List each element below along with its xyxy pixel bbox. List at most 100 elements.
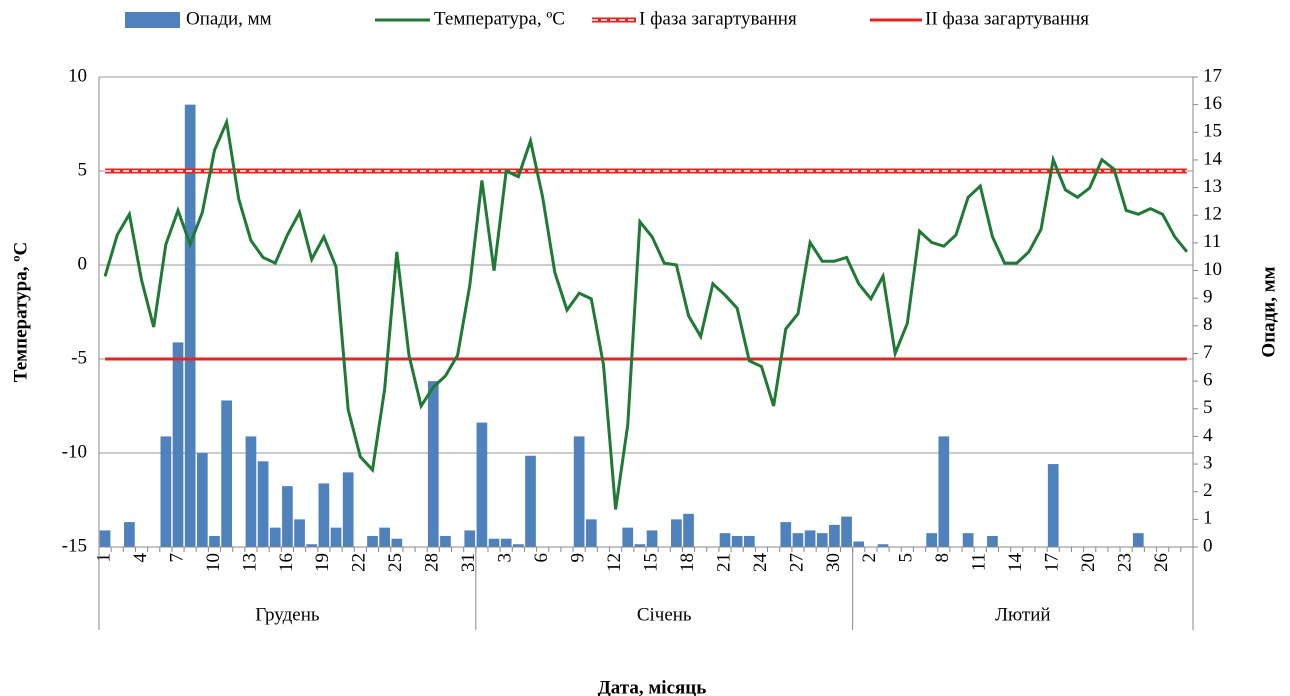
y2-tick-label: 12 bbox=[1203, 204, 1222, 225]
legend-label: Опади, мм bbox=[186, 8, 272, 29]
bar bbox=[634, 544, 646, 547]
x-tick-label: 2 bbox=[859, 553, 880, 563]
bar bbox=[683, 513, 694, 547]
bar bbox=[513, 544, 524, 547]
y-tick-label: 5 bbox=[78, 159, 88, 180]
x-tick-label: 16 bbox=[276, 553, 297, 572]
y2-axis-title: Опади, мм bbox=[1258, 266, 1279, 357]
bar bbox=[391, 538, 403, 547]
bar bbox=[987, 535, 998, 547]
x-tick-label: 9 bbox=[568, 553, 589, 563]
y-tick-label: 10 bbox=[68, 65, 87, 86]
x-tick-label: 13 bbox=[239, 553, 260, 572]
legend-swatch bbox=[125, 12, 180, 28]
bar bbox=[124, 522, 135, 547]
bar bbox=[330, 527, 342, 547]
bar bbox=[743, 535, 755, 547]
y-tick-label: -10 bbox=[62, 441, 87, 462]
bar bbox=[829, 524, 840, 547]
y2-tick-label: 17 bbox=[1203, 65, 1222, 86]
y-tick-label: -5 bbox=[71, 347, 87, 368]
y2-tick-label: 0 bbox=[1203, 535, 1213, 556]
bar bbox=[294, 519, 305, 547]
bar bbox=[938, 436, 950, 547]
bar bbox=[646, 530, 658, 547]
x-axis-title: Дата, місяць bbox=[598, 677, 707, 696]
y2-tick-label: 15 bbox=[1203, 121, 1222, 142]
bar bbox=[342, 472, 354, 547]
y2-tick-label: 3 bbox=[1203, 452, 1213, 473]
bar bbox=[877, 544, 889, 547]
x-tick-label: 30 bbox=[823, 553, 844, 572]
y-tick-label: -15 bbox=[62, 535, 87, 556]
bar bbox=[804, 530, 816, 547]
x-tick-label: 26 bbox=[1151, 553, 1172, 572]
y-tick-label: 0 bbox=[78, 253, 88, 274]
bar bbox=[926, 533, 938, 547]
bar bbox=[962, 533, 974, 547]
y2-tick-label: 10 bbox=[1203, 259, 1222, 280]
bar bbox=[306, 544, 318, 547]
y2-tick-label: 4 bbox=[1203, 425, 1213, 446]
bar bbox=[816, 533, 828, 547]
bar bbox=[427, 381, 439, 547]
y2-tick-label: 2 bbox=[1203, 480, 1213, 501]
bar bbox=[99, 530, 111, 547]
x-tick-label: 6 bbox=[531, 553, 552, 563]
bar bbox=[488, 538, 500, 547]
bar bbox=[160, 436, 172, 547]
y2-tick-label: 13 bbox=[1203, 176, 1222, 197]
bar bbox=[671, 519, 682, 547]
x-tick-label: 15 bbox=[640, 553, 661, 572]
x-tick-label: 21 bbox=[713, 553, 734, 572]
bar bbox=[379, 527, 391, 547]
bar bbox=[440, 535, 451, 547]
bar bbox=[573, 436, 585, 547]
bar bbox=[841, 516, 852, 547]
x-tick-label: 24 bbox=[750, 553, 771, 573]
bar bbox=[853, 541, 865, 547]
temperature-line bbox=[103, 116, 1189, 510]
x-tick-label: 8 bbox=[932, 553, 953, 563]
x-tick-label: 20 bbox=[1078, 553, 1099, 572]
bar bbox=[172, 342, 184, 547]
legend-label: Температура, ºС bbox=[434, 8, 565, 29]
y2-tick-label: 6 bbox=[1203, 369, 1213, 390]
x-tick-label: 4 bbox=[130, 553, 151, 563]
group-label: Січень bbox=[637, 604, 692, 625]
bar bbox=[1132, 533, 1144, 547]
bar bbox=[245, 436, 257, 547]
bar bbox=[282, 486, 293, 547]
x-tick-label: 10 bbox=[203, 553, 224, 572]
bar bbox=[731, 535, 743, 547]
bar bbox=[318, 483, 330, 547]
x-tick-label: 7 bbox=[166, 553, 187, 563]
y-axis-title: Температура, ºС bbox=[10, 242, 31, 382]
x-tick-label: 18 bbox=[677, 553, 698, 572]
bar bbox=[196, 453, 208, 547]
bar bbox=[269, 527, 281, 547]
legend-label: II фаза загартування bbox=[925, 8, 1089, 29]
x-tick-label: 17 bbox=[1042, 553, 1063, 572]
y2-tick-label: 1 bbox=[1203, 508, 1213, 529]
x-tick-label: 23 bbox=[1115, 553, 1136, 572]
bar bbox=[525, 455, 536, 547]
bar bbox=[257, 461, 269, 547]
legend-label: I фаза загартування bbox=[639, 8, 797, 29]
x-tick-label: 5 bbox=[896, 553, 917, 563]
x-tick-label: 12 bbox=[604, 553, 625, 572]
bar bbox=[209, 535, 220, 547]
y2-tick-label: 9 bbox=[1203, 287, 1213, 308]
x-tick-label: 31 bbox=[458, 553, 479, 572]
y2-tick-label: 8 bbox=[1203, 314, 1213, 335]
bar bbox=[464, 530, 476, 547]
bar bbox=[221, 400, 232, 547]
y2-tick-label: 14 bbox=[1203, 148, 1223, 169]
y2-tick-label: 7 bbox=[1203, 342, 1213, 363]
bar bbox=[500, 538, 512, 547]
y2-tick-label: 5 bbox=[1203, 397, 1213, 418]
bar bbox=[792, 533, 804, 547]
x-tick-label: 14 bbox=[1005, 553, 1026, 573]
x-tick-label: 27 bbox=[786, 553, 807, 572]
